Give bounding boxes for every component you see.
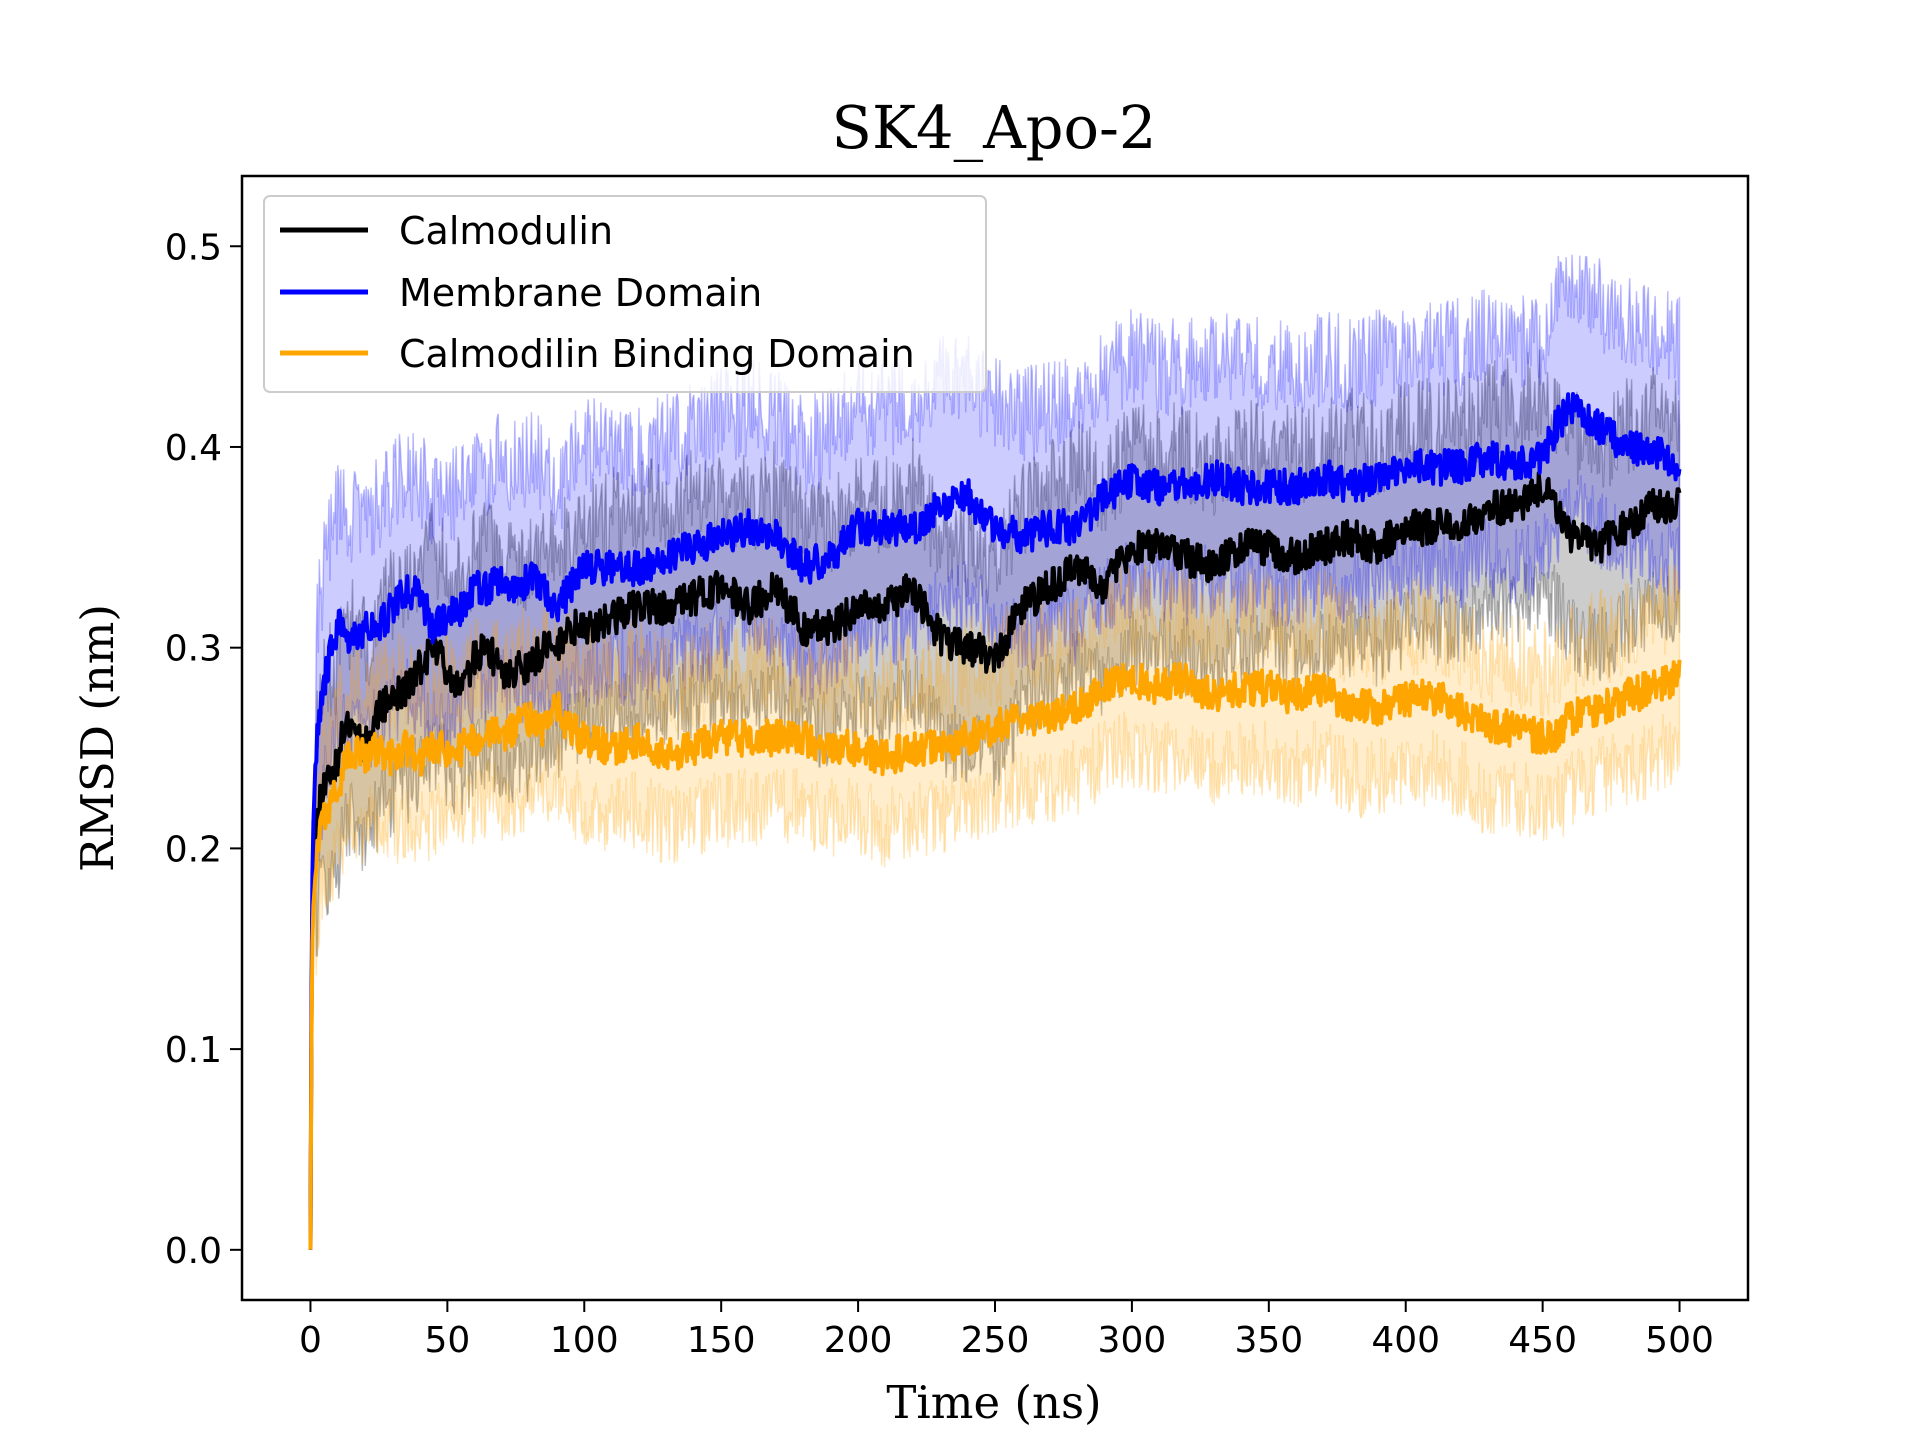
x-tick-label: 300 [1098,1320,1167,1361]
x-tick-label: 400 [1371,1320,1440,1361]
legend-label-calmodulin: Calmodulin [399,209,613,253]
band-membrane-domain [309,254,1681,1250]
x-tick-label: 350 [1234,1320,1303,1361]
line-calmodulin [308,471,1682,1250]
chart-title: SK4_Apo-2 [832,93,1157,162]
x-axis-ticks: 0 50 100 150 200 250 300 350 400 450 500 [299,1300,1714,1361]
legend-box [263,195,987,393]
y-tick-label: 0.1 [165,1030,222,1071]
line-calmodilin-binding-domain [308,659,1682,1250]
x-tick-label: 200 [824,1320,893,1361]
line-membrane-domain [308,392,1682,1250]
x-tick-label: 50 [424,1320,470,1361]
legend-label-membrane-domain: Membrane Domain [399,271,762,315]
y-tick-label: 0.4 [165,428,222,469]
x-tick-label: 100 [550,1320,619,1361]
y-axis-label: RMSD (nm) [71,604,124,872]
y-axis-ticks: 0.0 0.1 0.2 0.3 0.4 0.5 [165,227,242,1272]
x-tick-label: 450 [1508,1320,1577,1361]
x-axis-label: Time (ns) [886,1376,1101,1429]
x-tick-label: 150 [687,1320,756,1361]
legend-label-calmodilin-binding-domain: Calmodilin Binding Domain [399,332,915,376]
y-tick-label: 0.2 [165,829,222,870]
series-lines [308,392,1682,1250]
x-tick-label: 0 [299,1320,322,1361]
legend: Calmodulin Membrane Domain Calmodilin Bi… [263,195,987,393]
x-tick-label: 500 [1645,1320,1714,1361]
x-tick-label: 250 [961,1320,1030,1361]
y-tick-label: 0.0 [165,1231,222,1272]
y-tick-label: 0.3 [165,629,222,670]
y-tick-label: 0.5 [165,227,222,268]
